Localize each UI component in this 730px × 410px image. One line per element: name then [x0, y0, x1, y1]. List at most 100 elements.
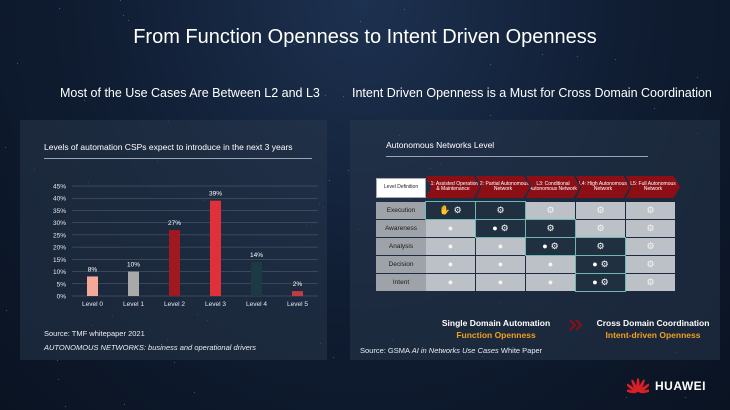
- right-subtitle: Intent Driven Openness is a Must for Cro…: [352, 86, 712, 100]
- star: [192, 97, 193, 98]
- star: [360, 21, 361, 22]
- star: [577, 56, 578, 57]
- footer-left-line1: Single Domain Automation: [441, 318, 551, 328]
- star: [57, 360, 58, 361]
- star: [479, 31, 480, 32]
- star: [17, 63, 18, 64]
- star: [124, 404, 125, 405]
- star: [490, 115, 491, 116]
- row-label-analysis: Analysis: [376, 238, 426, 255]
- matrix-cell: ●: [426, 256, 475, 273]
- row-label-decision: Decision: [376, 256, 426, 273]
- left-panel: Levels of automation CSPs expect to intr…: [20, 120, 327, 360]
- matrix-cell: ⚙: [525, 219, 576, 238]
- matrix-cell: ⚙: [475, 201, 526, 220]
- robot-icon: ⚙: [546, 205, 555, 215]
- x-tick-label: Level 2: [164, 301, 185, 308]
- star: [194, 392, 195, 393]
- star: [626, 397, 627, 398]
- human-head-icon: ●: [447, 223, 454, 233]
- bar: [87, 276, 98, 296]
- bar: [128, 271, 139, 296]
- y-tick-label: 25%: [53, 232, 66, 239]
- footer-right-line2: Intent-driven Openness: [605, 330, 701, 340]
- matrix-cell: ⚙: [626, 256, 675, 273]
- matrix-cell: ●: [526, 274, 575, 291]
- human-head-icon: ●: [592, 277, 598, 287]
- star: [654, 108, 655, 109]
- hand-icon: ✋: [439, 205, 451, 215]
- matrix-cell: ●: [476, 274, 525, 291]
- human-head-icon: ●: [447, 241, 454, 251]
- star: [58, 379, 59, 380]
- matrix-cell: ⚙: [575, 237, 626, 256]
- star: [363, 96, 364, 97]
- right-panel: Autonomous Networks Level Level Definiti…: [350, 120, 720, 360]
- human-head-icon: ●: [592, 259, 598, 269]
- row-label-awareness: Awareness: [376, 220, 426, 237]
- matrix-cell: ● ⚙: [575, 255, 626, 274]
- human-head-icon: ●: [542, 241, 548, 251]
- y-tick-label: 40%: [53, 196, 66, 203]
- data-label: 14%: [250, 252, 263, 259]
- data-label: 2%: [293, 281, 303, 288]
- autonomous-levels-title: Autonomous Networks Level: [386, 140, 495, 150]
- matrix-cell: ⚙: [626, 220, 675, 237]
- footer-left: Single Domain Automation Function Openne…: [426, 318, 566, 340]
- matrix-cell: ⚙: [526, 202, 575, 219]
- star: [84, 100, 85, 101]
- robot-icon: ⚙: [646, 259, 655, 269]
- bar-chart: 0% 5% 10% 15% 20% 25% 30% 35% 40% 45% 8% Level 0 10%…: [53, 184, 318, 308]
- star: [59, 8, 60, 9]
- matrix-cell: ●: [426, 238, 475, 255]
- star: [123, 15, 124, 16]
- y-tick-label: 10%: [53, 269, 66, 276]
- human-head-icon: ●: [497, 277, 504, 287]
- matrix-cell: ⚙: [626, 274, 675, 291]
- robot-icon: ⚙: [546, 223, 555, 233]
- robot-icon: ⚙: [550, 241, 559, 251]
- robot-icon: ⚙: [500, 223, 509, 233]
- data-label: 27%: [168, 220, 181, 227]
- human-head-icon: ●: [547, 259, 554, 269]
- star: [685, 397, 686, 398]
- footer-right: Cross Domain Coordination Intent-driven …: [588, 318, 718, 340]
- row-label-execution: Execution: [376, 202, 426, 219]
- x-tick-label: Level 0: [82, 301, 103, 308]
- human-head-icon: ●: [447, 277, 454, 287]
- double-chevron-right-icon: [569, 319, 583, 331]
- star: [329, 180, 330, 181]
- x-tick-label: Level 4: [246, 301, 267, 308]
- star: [343, 96, 344, 97]
- star: [490, 64, 491, 65]
- level-header-3: L3: Conditional Autonomous Network: [526, 176, 580, 198]
- human-head-icon: ●: [497, 259, 504, 269]
- matrix-cell: ● ⚙: [475, 219, 526, 238]
- footer-left-line2: Function Openness: [456, 330, 536, 340]
- star: [120, 0, 121, 1]
- matrix-cell: ●: [426, 274, 475, 291]
- matrix-source-italic: AI in Networks Use Cases: [411, 346, 499, 355]
- data-label: 10%: [127, 262, 140, 269]
- y-tick-label: 45%: [53, 184, 66, 191]
- y-tick-label: 20%: [53, 245, 66, 252]
- human-head-icon: ●: [497, 241, 504, 251]
- robot-icon: ⚙: [646, 241, 655, 251]
- star: [333, 357, 334, 358]
- matrix-source: Source: GSMA AI in Networks Use Cases Wh…: [360, 346, 542, 355]
- robot-icon: ⚙: [596, 205, 605, 215]
- data-label: 39%: [209, 191, 222, 198]
- slide-title: From Function Openness to Intent Driven …: [133, 26, 597, 48]
- level-header-2: L2: Partial Autonomous Network: [476, 176, 530, 198]
- human-head-icon: ●: [447, 259, 454, 269]
- human-head-icon: ●: [492, 223, 498, 233]
- chart-title: Levels of automation CSPs expect to intr…: [44, 142, 293, 152]
- level-header-5: L5: Full Autonomous Network: [626, 176, 680, 198]
- data-label: 8%: [88, 266, 98, 273]
- star: [325, 95, 326, 96]
- star: [697, 77, 698, 78]
- row-label-intent: Intent: [376, 274, 426, 291]
- matrix-cell: ⚙: [626, 238, 675, 255]
- star: [615, 59, 616, 60]
- star: [174, 362, 175, 363]
